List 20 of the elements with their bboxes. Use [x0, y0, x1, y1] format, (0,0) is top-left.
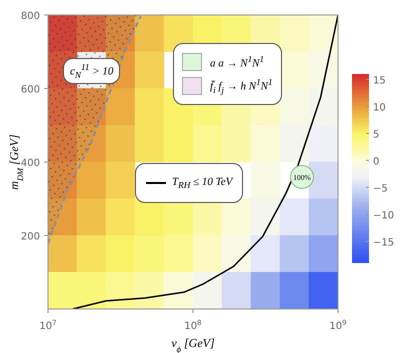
color-bar-label: −15: [373, 237, 394, 248]
x-axis-title: v$_{ϕ}$ [GeV]: [171, 336, 215, 353]
color-bar-label: 10: [373, 102, 386, 114]
x-tick-label: 10$^{8}$: [184, 319, 202, 332]
annotation: a a → N$^{1}$N$^{1}$: [210, 54, 264, 70]
color-bar-label: 15: [373, 75, 386, 86]
color-bar-label: 5: [373, 129, 380, 140]
y-tick-label: 200: [20, 232, 40, 242]
y-tick-label: 800: [20, 11, 40, 22]
color-bar-label: 0: [373, 156, 380, 168]
y-tick-label: 600: [20, 84, 40, 96]
color-bar-label: −5: [373, 183, 388, 194]
color-bar-label: −10: [373, 210, 394, 222]
annotation: f̄$_{i}$ f$_{j}$ → h N$^{1}$N$^{1}$: [210, 77, 273, 95]
x-tick-label: 10$^{9}$: [329, 319, 347, 332]
key-box: a a → N$^{1}$N$^{1}$ f̄$_{i}$ f$_{j}$ → h N$^{1}$N$^{1}$: [173, 43, 282, 105]
label-box: c$_{N}$$^{11}$ > 10: [63, 58, 120, 84]
legend-label: T$_{RH}$ ≤ 10 TeV: [172, 176, 232, 190]
y-tick-label: 400: [20, 158, 40, 169]
x-tick-label: 10$^{7}$: [39, 319, 57, 332]
